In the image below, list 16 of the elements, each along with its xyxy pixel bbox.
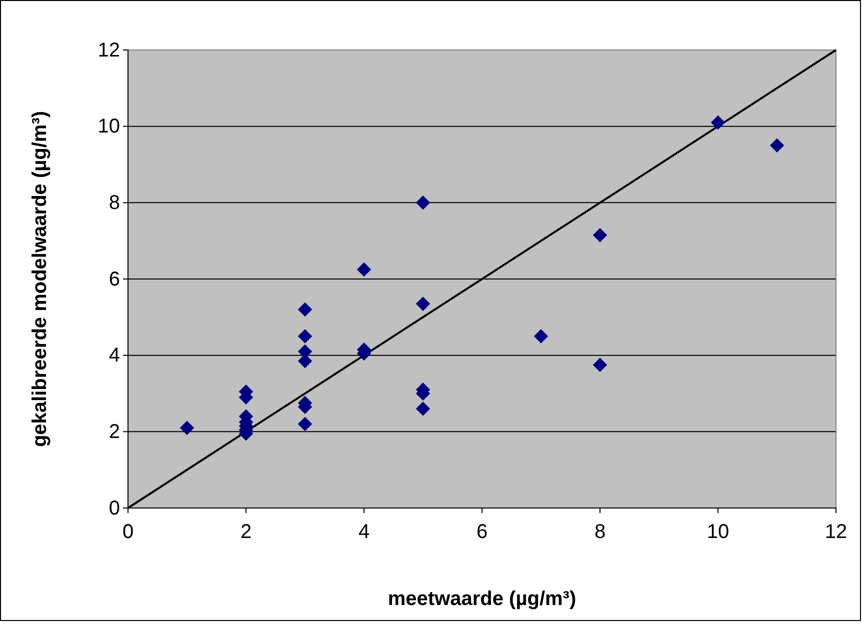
y-axis-title: gekalibreerde modelwaarde (µg/m³) (29, 110, 51, 448)
y-tick-label: 6 (108, 268, 120, 290)
x-axis-title: meetwaarde (µg/m³) (388, 588, 576, 610)
x-tick-label: 4 (358, 521, 370, 543)
x-tick-label: 2 (240, 521, 252, 543)
x-tick-label: 0 (122, 521, 134, 543)
x-tick-label: 6 (476, 521, 488, 543)
y-tick-label: 12 (98, 39, 120, 62)
y-tick-label: 10 (98, 116, 120, 138)
y-tick-label: 4 (108, 344, 120, 367)
x-tick-label: 10 (706, 521, 730, 543)
x-tick-label: 12 (824, 521, 848, 543)
y-tick-label: 2 (108, 421, 120, 444)
x-tick-label: 8 (594, 521, 606, 543)
y-tick-label: 0 (108, 497, 120, 520)
y-tick-label: 8 (108, 192, 120, 214)
